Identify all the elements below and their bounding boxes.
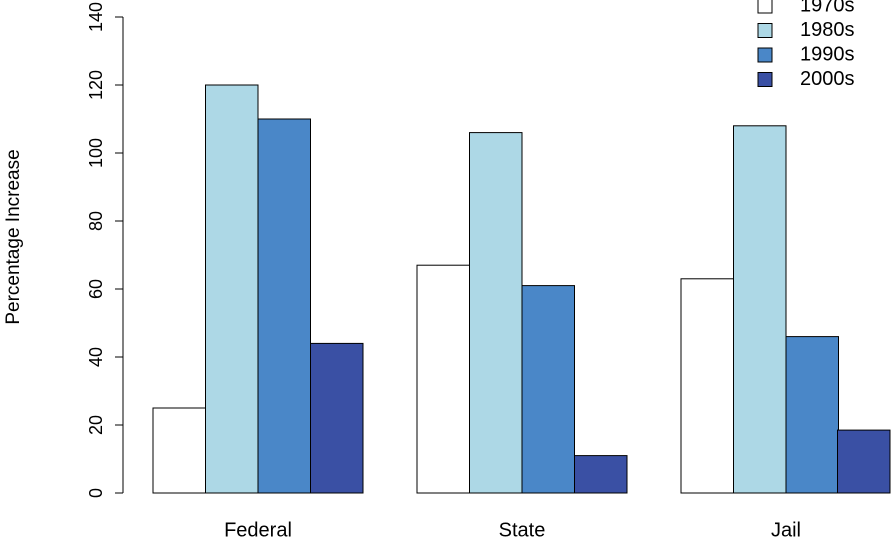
legend-label: 2000s xyxy=(800,68,855,90)
legend-label: 1990s xyxy=(800,43,855,65)
bar xyxy=(257,118,311,494)
bar xyxy=(733,125,787,494)
legend-label: 1980s xyxy=(800,19,855,41)
bar xyxy=(469,132,523,494)
y-tick-label: 20 xyxy=(86,415,106,435)
bar xyxy=(785,336,839,494)
x-tick-label: Jail xyxy=(771,519,801,541)
bar xyxy=(152,407,206,494)
legend-swatch xyxy=(757,47,773,63)
x-tick-label: State xyxy=(499,519,546,541)
bar xyxy=(416,264,470,494)
y-tick-label: 40 xyxy=(86,347,106,367)
bar xyxy=(310,342,364,494)
bar xyxy=(574,455,628,494)
y-axis-label: Percentage Increase xyxy=(3,149,24,324)
y-tick-label: 100 xyxy=(86,138,106,168)
legend-swatch xyxy=(757,0,773,14)
y-tick-label: 140 xyxy=(86,2,106,32)
y-tick-label: 80 xyxy=(86,211,106,231)
y-tick-label: 60 xyxy=(86,279,106,299)
x-tick-label: Federal xyxy=(224,519,292,541)
legend-swatch xyxy=(757,72,773,87)
bar xyxy=(205,84,259,494)
bar xyxy=(521,285,575,494)
y-tick-label: 0 xyxy=(86,488,106,498)
y-tick-label: 120 xyxy=(86,70,106,100)
bar xyxy=(680,278,734,494)
legend-swatch xyxy=(757,23,773,38)
bar xyxy=(837,429,891,494)
legend-label: 1970s xyxy=(800,0,855,16)
